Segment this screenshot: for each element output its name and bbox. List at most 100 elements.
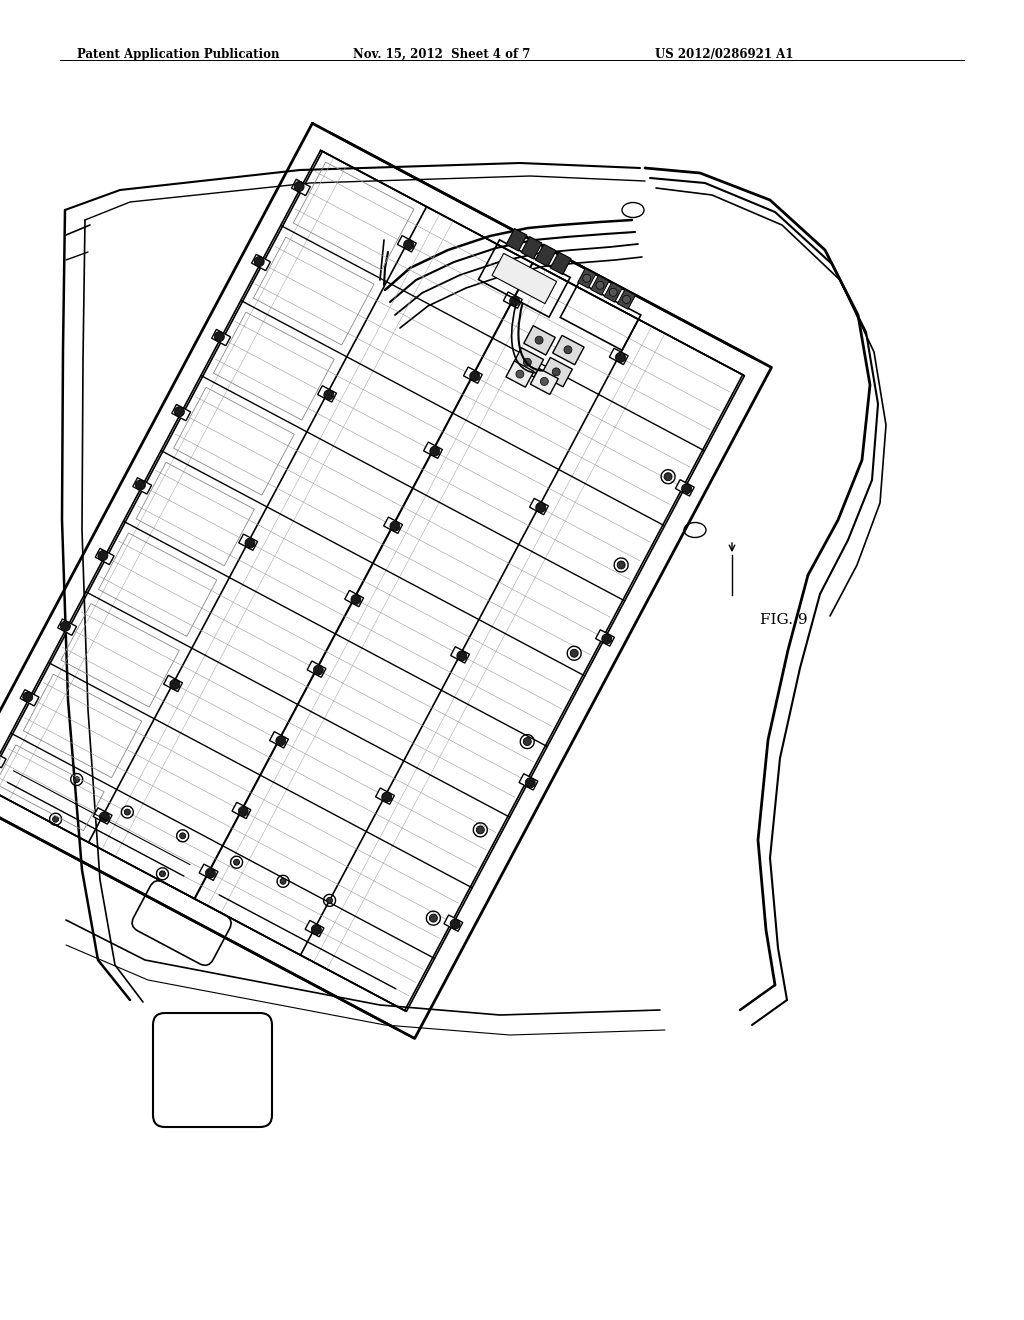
Bar: [560, 282, 641, 350]
Bar: [317, 385, 337, 403]
Text: Nov. 15, 2012  Sheet 4 of 7: Nov. 15, 2012 Sheet 4 of 7: [353, 48, 530, 61]
Text: Patent Application Publication: Patent Application Publication: [77, 48, 280, 61]
Circle shape: [160, 871, 166, 876]
Bar: [0, 751, 6, 768]
Bar: [20, 689, 39, 706]
Bar: [504, 292, 522, 309]
Bar: [60, 603, 179, 708]
Circle shape: [281, 878, 286, 884]
Circle shape: [74, 776, 80, 783]
Bar: [384, 517, 402, 533]
Bar: [305, 920, 324, 937]
Circle shape: [254, 256, 264, 267]
Bar: [93, 808, 112, 824]
Bar: [292, 180, 310, 195]
Circle shape: [214, 331, 224, 342]
Bar: [550, 252, 571, 275]
Circle shape: [536, 503, 546, 512]
Circle shape: [617, 561, 625, 569]
Bar: [98, 533, 217, 636]
Bar: [172, 404, 190, 421]
Bar: [617, 289, 636, 309]
Bar: [521, 236, 542, 259]
Circle shape: [239, 807, 248, 816]
Bar: [376, 788, 394, 804]
Circle shape: [536, 337, 543, 345]
Circle shape: [52, 816, 58, 822]
Bar: [451, 647, 469, 663]
Circle shape: [275, 735, 286, 746]
Bar: [164, 676, 182, 692]
Bar: [136, 462, 254, 566]
Bar: [345, 590, 364, 607]
Circle shape: [457, 651, 467, 661]
Circle shape: [623, 296, 631, 304]
Circle shape: [541, 378, 548, 385]
Circle shape: [351, 594, 360, 605]
Circle shape: [179, 833, 185, 838]
Bar: [492, 253, 557, 304]
Circle shape: [429, 915, 437, 923]
Circle shape: [451, 919, 460, 929]
Circle shape: [174, 407, 184, 417]
Circle shape: [135, 480, 145, 490]
Text: FIG. 9: FIG. 9: [760, 612, 808, 627]
Bar: [609, 348, 628, 364]
Circle shape: [327, 898, 333, 903]
Circle shape: [682, 483, 691, 494]
Bar: [57, 619, 77, 635]
Circle shape: [403, 240, 414, 249]
Circle shape: [602, 634, 611, 644]
Bar: [212, 330, 230, 346]
Bar: [397, 235, 417, 252]
Bar: [424, 442, 442, 458]
Bar: [444, 915, 463, 932]
Bar: [307, 661, 326, 677]
Circle shape: [390, 521, 399, 531]
Bar: [506, 360, 534, 387]
Bar: [519, 774, 538, 791]
Circle shape: [609, 288, 617, 296]
Bar: [596, 630, 614, 645]
Circle shape: [245, 539, 255, 548]
Bar: [0, 744, 104, 830]
Bar: [536, 244, 556, 267]
Circle shape: [523, 358, 531, 366]
Circle shape: [382, 792, 392, 803]
Circle shape: [476, 826, 484, 834]
Circle shape: [313, 665, 324, 675]
Circle shape: [523, 738, 531, 746]
Bar: [506, 228, 527, 251]
Bar: [24, 675, 141, 777]
Bar: [213, 313, 334, 420]
Bar: [174, 387, 294, 495]
Bar: [252, 255, 270, 271]
Circle shape: [124, 809, 130, 814]
Circle shape: [206, 869, 215, 878]
Circle shape: [470, 371, 479, 381]
Circle shape: [516, 370, 524, 378]
Circle shape: [430, 446, 439, 457]
Bar: [591, 276, 609, 296]
Bar: [95, 548, 114, 565]
Bar: [0, 152, 742, 1011]
Circle shape: [98, 550, 108, 561]
Circle shape: [294, 182, 304, 191]
Circle shape: [583, 275, 591, 282]
Bar: [269, 731, 289, 748]
Bar: [253, 238, 374, 345]
Circle shape: [324, 389, 334, 400]
Circle shape: [99, 812, 110, 822]
Circle shape: [233, 859, 240, 865]
Circle shape: [23, 692, 33, 702]
Bar: [604, 282, 623, 302]
Bar: [541, 358, 572, 387]
Bar: [530, 368, 558, 395]
Bar: [464, 367, 482, 383]
Bar: [553, 335, 584, 364]
Bar: [524, 326, 555, 355]
Circle shape: [564, 346, 572, 354]
Bar: [133, 478, 152, 494]
Circle shape: [596, 281, 604, 289]
Bar: [676, 479, 694, 496]
